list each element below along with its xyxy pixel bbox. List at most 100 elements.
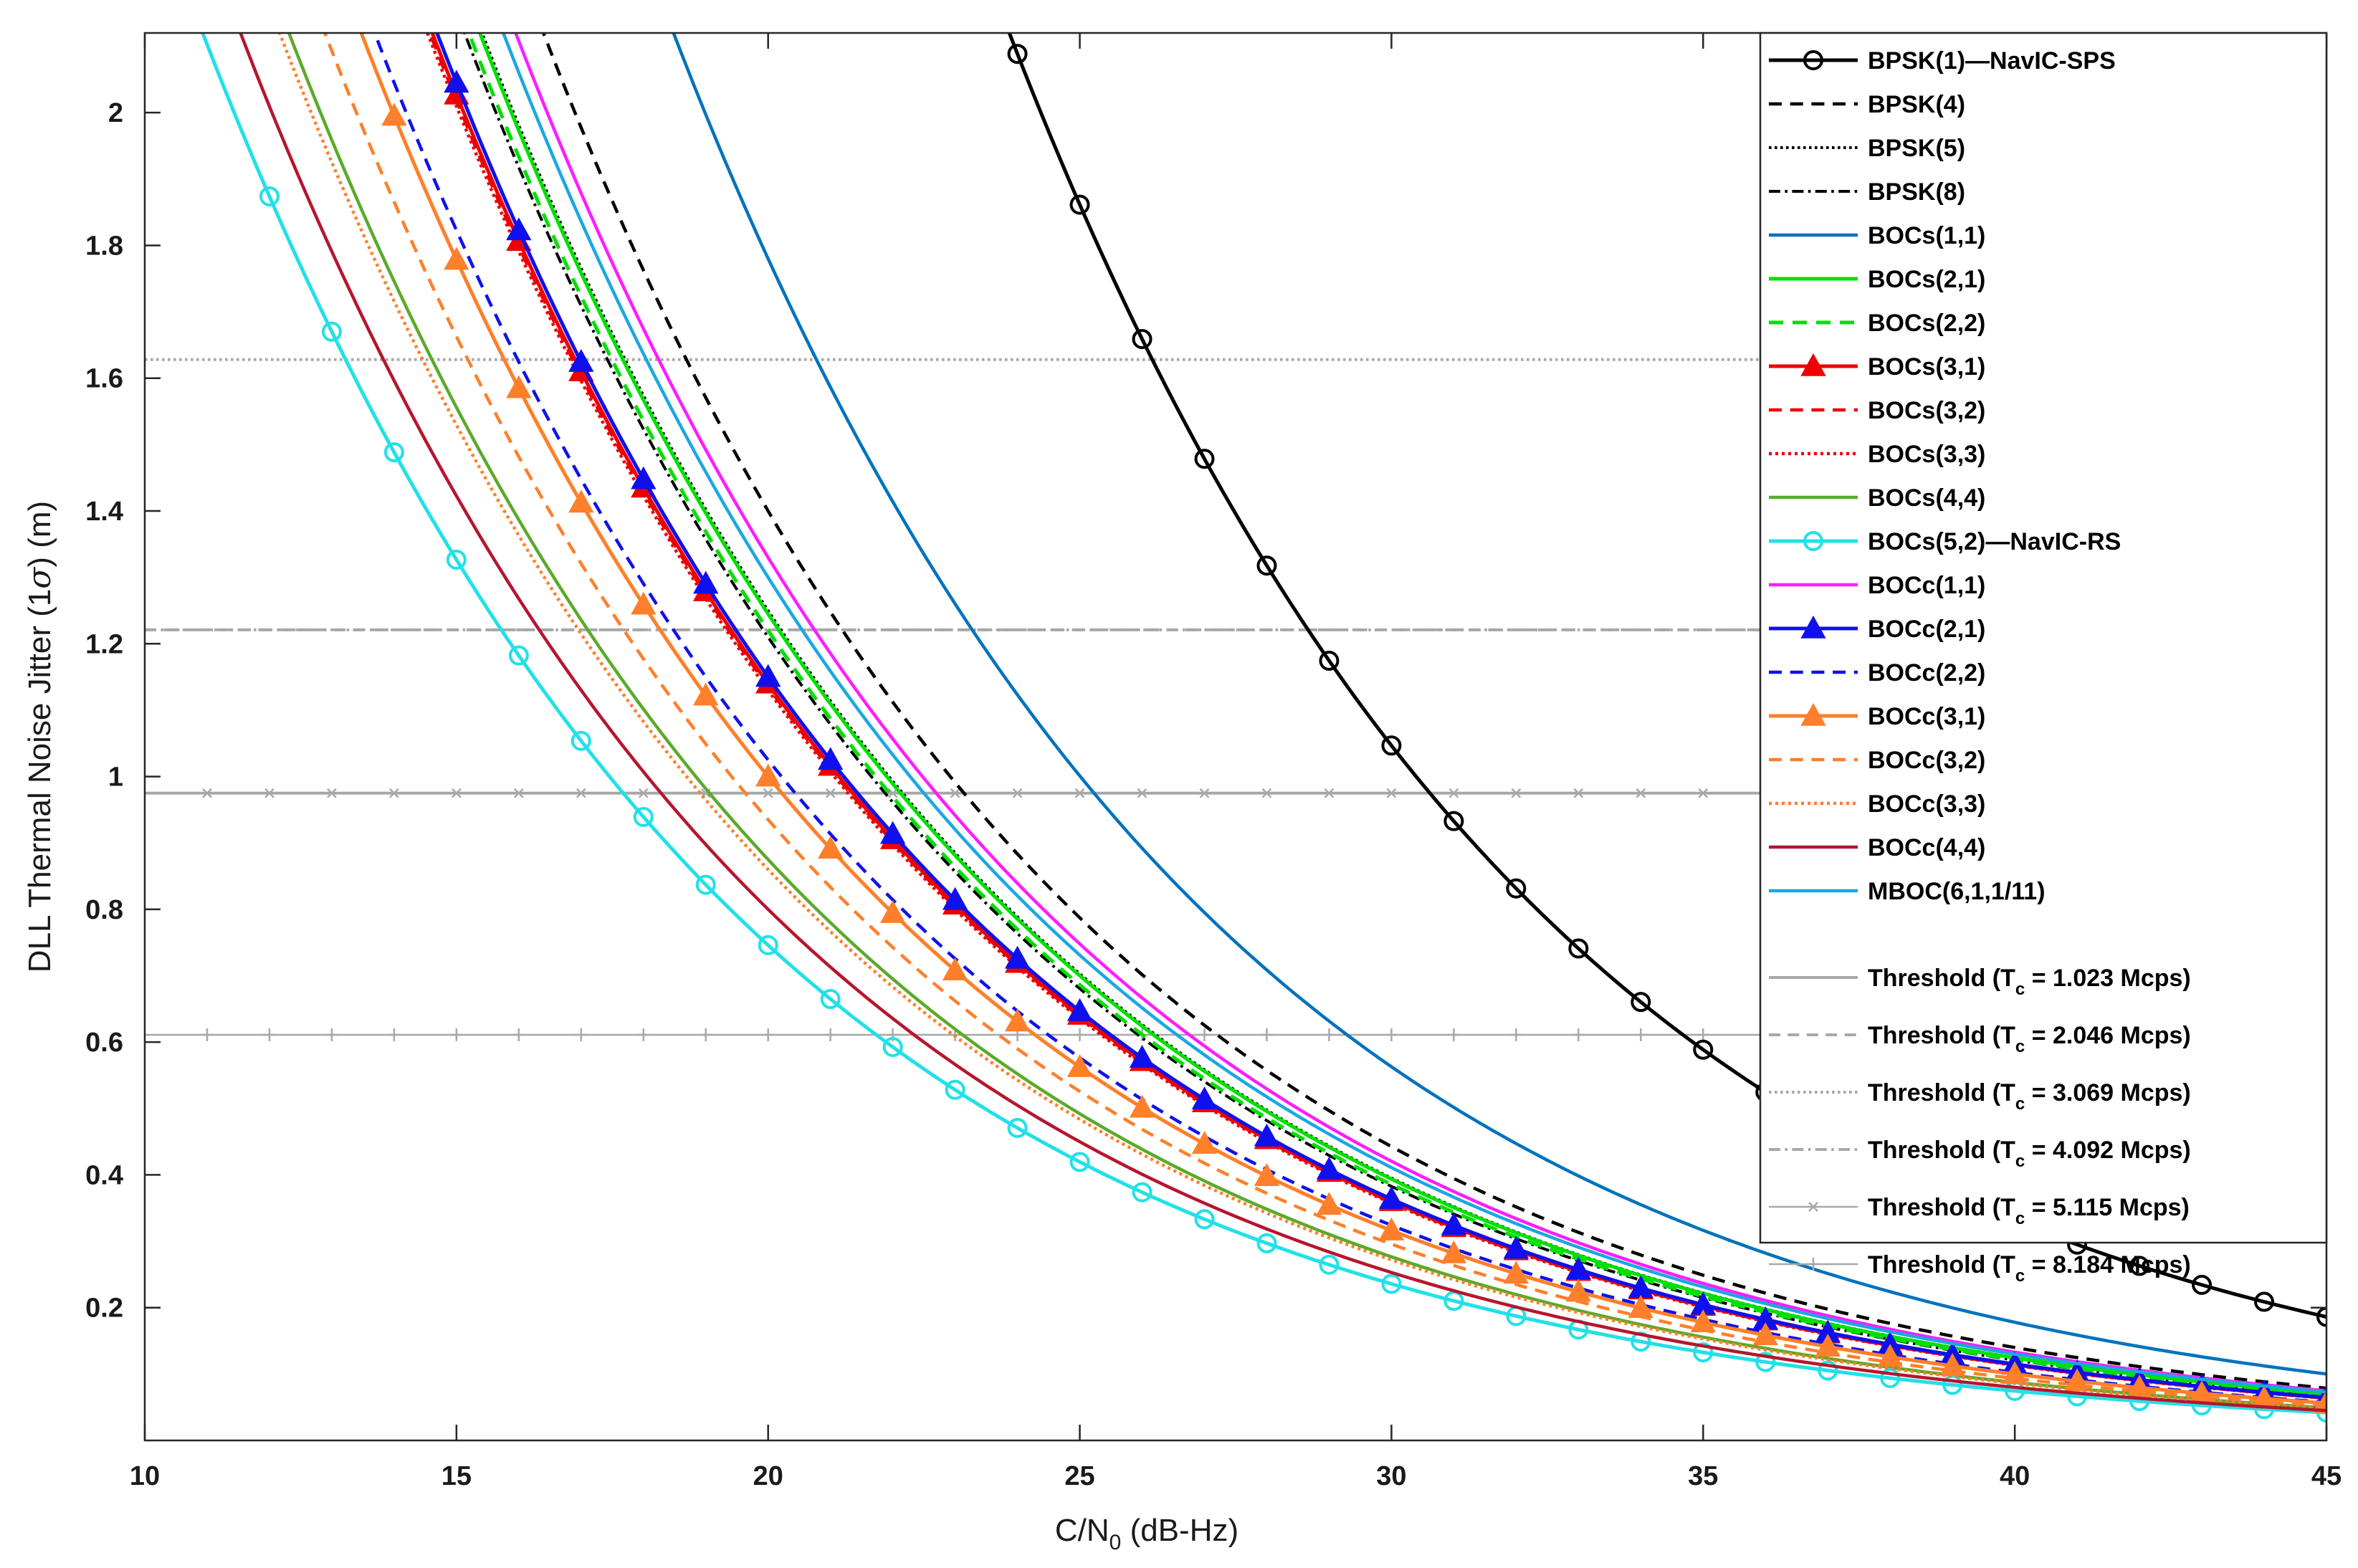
- threshold-marker: [1386, 788, 1397, 798]
- threshold-marker: [763, 788, 773, 798]
- series-marker: [1132, 329, 1152, 350]
- series-marker: [820, 989, 841, 1010]
- series-marker: [1441, 1240, 1467, 1263]
- series-marker: [259, 186, 280, 207]
- threshold-marker: [1073, 1028, 1087, 1041]
- series-line-9: [428, 33, 2326, 1400]
- x-tick-label: 40: [2000, 1461, 2030, 1491]
- legend-items: BPSK(1)—NavIC-SPS BPSK(4) BPSK(5) BPSK(8) BO…: [1769, 47, 2191, 1286]
- threshold-marker: [451, 788, 462, 798]
- legend-label: BOCc(4,4): [1868, 834, 1985, 861]
- threshold-marker: [262, 1028, 276, 1041]
- threshold-marker: [387, 1028, 401, 1041]
- y-tick-label: 0.4: [85, 1160, 123, 1190]
- series-marker: [1441, 1212, 1467, 1235]
- x-tick-label: 30: [1376, 1461, 1406, 1491]
- legend-marker: [1803, 531, 1823, 551]
- threshold-marker: [1447, 1028, 1461, 1041]
- y-axis-label-units: ) (m): [22, 501, 57, 568]
- legend-label-part: = 4.092 Mcps): [2025, 1137, 2191, 1164]
- series-marker: [942, 957, 968, 980]
- series-marker: [446, 550, 467, 570]
- legend: BPSK(1)—NavIC-SPS BPSK(4) BPSK(5) BPSK(8) BO…: [1759, 32, 2328, 1286]
- series-marker: [1066, 1053, 1093, 1077]
- threshold-marker: [449, 1028, 463, 1041]
- threshold-marker: [1322, 1028, 1336, 1041]
- legend-label: Threshold (Tc = 1.023 Mcps): [1868, 965, 2191, 999]
- legend-label: BOCs(3,1): [1868, 353, 1985, 381]
- series-marker: [1254, 1123, 1280, 1147]
- series-marker: [1194, 449, 1215, 469]
- series-marker: [1381, 1273, 1402, 1294]
- threshold-marker: [824, 1028, 837, 1041]
- series-line-13: [514, 33, 2326, 1392]
- legend-marker: [1800, 615, 1826, 639]
- series-marker: [1007, 44, 1028, 64]
- x-tick-label: 35: [1688, 1461, 1718, 1491]
- series-marker: [1066, 998, 1093, 1021]
- threshold-marker: [389, 788, 399, 798]
- series-marker: [1755, 1352, 1776, 1372]
- series-line-14: [435, 33, 2326, 1400]
- series-marker: [506, 375, 532, 398]
- series-marker: [1815, 1334, 1841, 1357]
- series-line-5: [672, 33, 2326, 1376]
- threshold-marker: [327, 788, 337, 798]
- threshold-marker: [1698, 788, 1709, 798]
- threshold-marker: [699, 1028, 712, 1041]
- series-marker: [1880, 1367, 1901, 1388]
- legend-label: BOCs(3,3): [1868, 441, 1985, 468]
- threshold-marker: [1324, 788, 1335, 798]
- y-tick-label: 0.2: [85, 1294, 123, 1324]
- series-marker: [1004, 1008, 1031, 1032]
- threshold-marker: [1636, 788, 1646, 798]
- legend-label-part: Threshold (T: [1868, 1251, 2015, 1278]
- series-marker: [942, 886, 968, 910]
- legend-marker: [1807, 1258, 1820, 1271]
- y-tick-label: 1.2: [85, 629, 123, 659]
- series-marker: [693, 682, 719, 706]
- x-axis: 10 15 20 25 30 35 40 45: [130, 33, 2342, 1491]
- threshold-marker: [638, 788, 649, 798]
- series-line-16: [359, 33, 2326, 1405]
- x-tick-label: 20: [753, 1461, 783, 1491]
- series-marker: [1378, 1217, 1405, 1240]
- x-tick-label: 45: [2311, 1461, 2342, 1491]
- series-marker: [1319, 1254, 1340, 1275]
- series-line-17: [323, 33, 2326, 1407]
- threshold-marker: [1573, 788, 1584, 798]
- legend-label: BOCs(1,1): [1868, 222, 1985, 249]
- legend-label-subscript: c: [2015, 1152, 2025, 1171]
- series-marker: [693, 570, 719, 594]
- legend-label: Threshold (Tc = 5.115 Mcps): [1868, 1194, 2190, 1228]
- threshold-marker: [200, 1028, 214, 1041]
- series-marker: [1316, 1192, 1342, 1215]
- series-marker: [568, 489, 594, 513]
- series-marker: [2254, 1291, 2275, 1312]
- x-axis-label-units: (dB-Hz): [1121, 1513, 1238, 1548]
- series-marker: [1316, 1156, 1342, 1180]
- series-marker: [1443, 811, 1464, 831]
- legend-label: BOCs(4,4): [1868, 484, 1985, 512]
- series-marker: [1568, 938, 1589, 959]
- legend-label-part: Threshold (T: [1868, 1022, 2015, 1049]
- threshold-marker: [1572, 1028, 1585, 1041]
- threshold-marker: [325, 1028, 338, 1041]
- series-marker: [817, 747, 844, 770]
- y-tick-label: 1.8: [85, 231, 123, 261]
- series-marker: [1381, 735, 1402, 756]
- y-axis: 0.2 0.4 0.6 0.8 1 1.2 1.4 1.6 1.8 2: [85, 98, 2326, 1324]
- y-tick-label: 1.6: [85, 364, 123, 394]
- series-marker: [1752, 1322, 1778, 1345]
- series-marker: [1503, 1235, 1529, 1259]
- legend-label: MBOC(6,1,1/11): [1868, 878, 2046, 905]
- series-marker: [1942, 1375, 1963, 1395]
- threshold-marker: [1509, 1028, 1523, 1041]
- series-marker: [444, 247, 469, 270]
- series-marker: [1254, 1163, 1280, 1186]
- y-axis-label-main: DLL Thermal Noise Jitter (1: [22, 589, 57, 973]
- legend-label: BPSK(4): [1868, 91, 1965, 118]
- threshold-marker: [202, 788, 212, 798]
- legend-label-subscript: c: [2015, 980, 2025, 999]
- series-marker: [1256, 555, 1277, 576]
